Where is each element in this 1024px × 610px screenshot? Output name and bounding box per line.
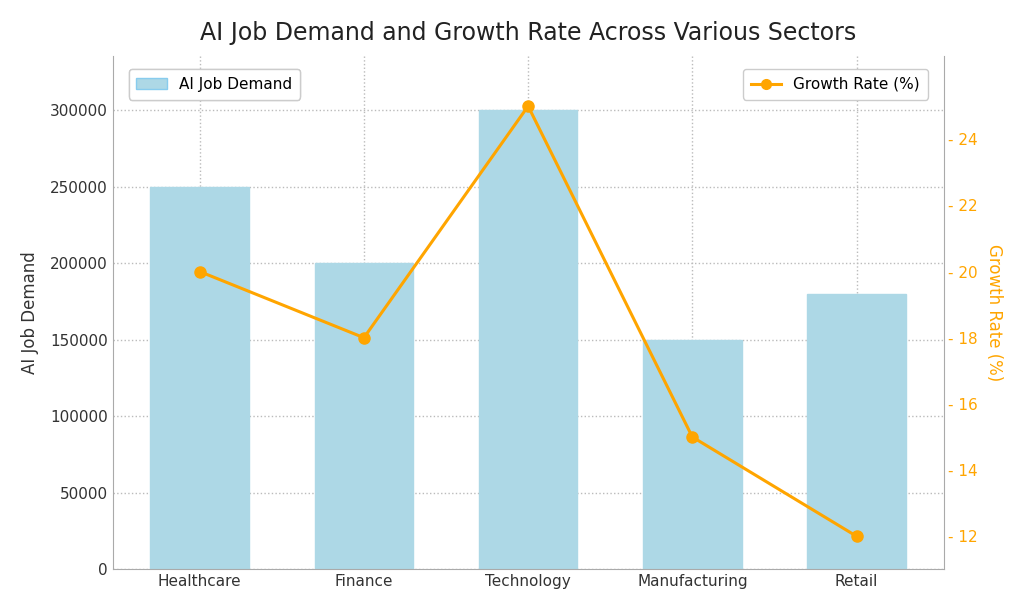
Legend: Growth Rate (%): Growth Rate (%) bbox=[743, 70, 928, 99]
Y-axis label: Growth Rate (%): Growth Rate (%) bbox=[985, 244, 1004, 381]
Growth Rate (%) bbox=[850, 533, 862, 540]
Bar bbox=[151, 187, 249, 569]
Growth Rate (%) bbox=[686, 433, 698, 440]
Growth Rate (%) bbox=[357, 334, 370, 342]
Bar bbox=[314, 263, 413, 569]
Title: AI Job Demand and Growth Rate Across Various Sectors: AI Job Demand and Growth Rate Across Var… bbox=[200, 21, 856, 45]
Growth Rate (%) bbox=[194, 268, 206, 275]
Bar bbox=[479, 110, 578, 569]
Bar bbox=[807, 294, 906, 569]
Line: Growth Rate (%): Growth Rate (%) bbox=[195, 101, 862, 542]
Legend: AI Job Demand: AI Job Demand bbox=[129, 70, 300, 99]
Y-axis label: AI Job Demand: AI Job Demand bbox=[20, 251, 39, 375]
Bar bbox=[643, 340, 741, 569]
Growth Rate (%) bbox=[522, 102, 535, 110]
